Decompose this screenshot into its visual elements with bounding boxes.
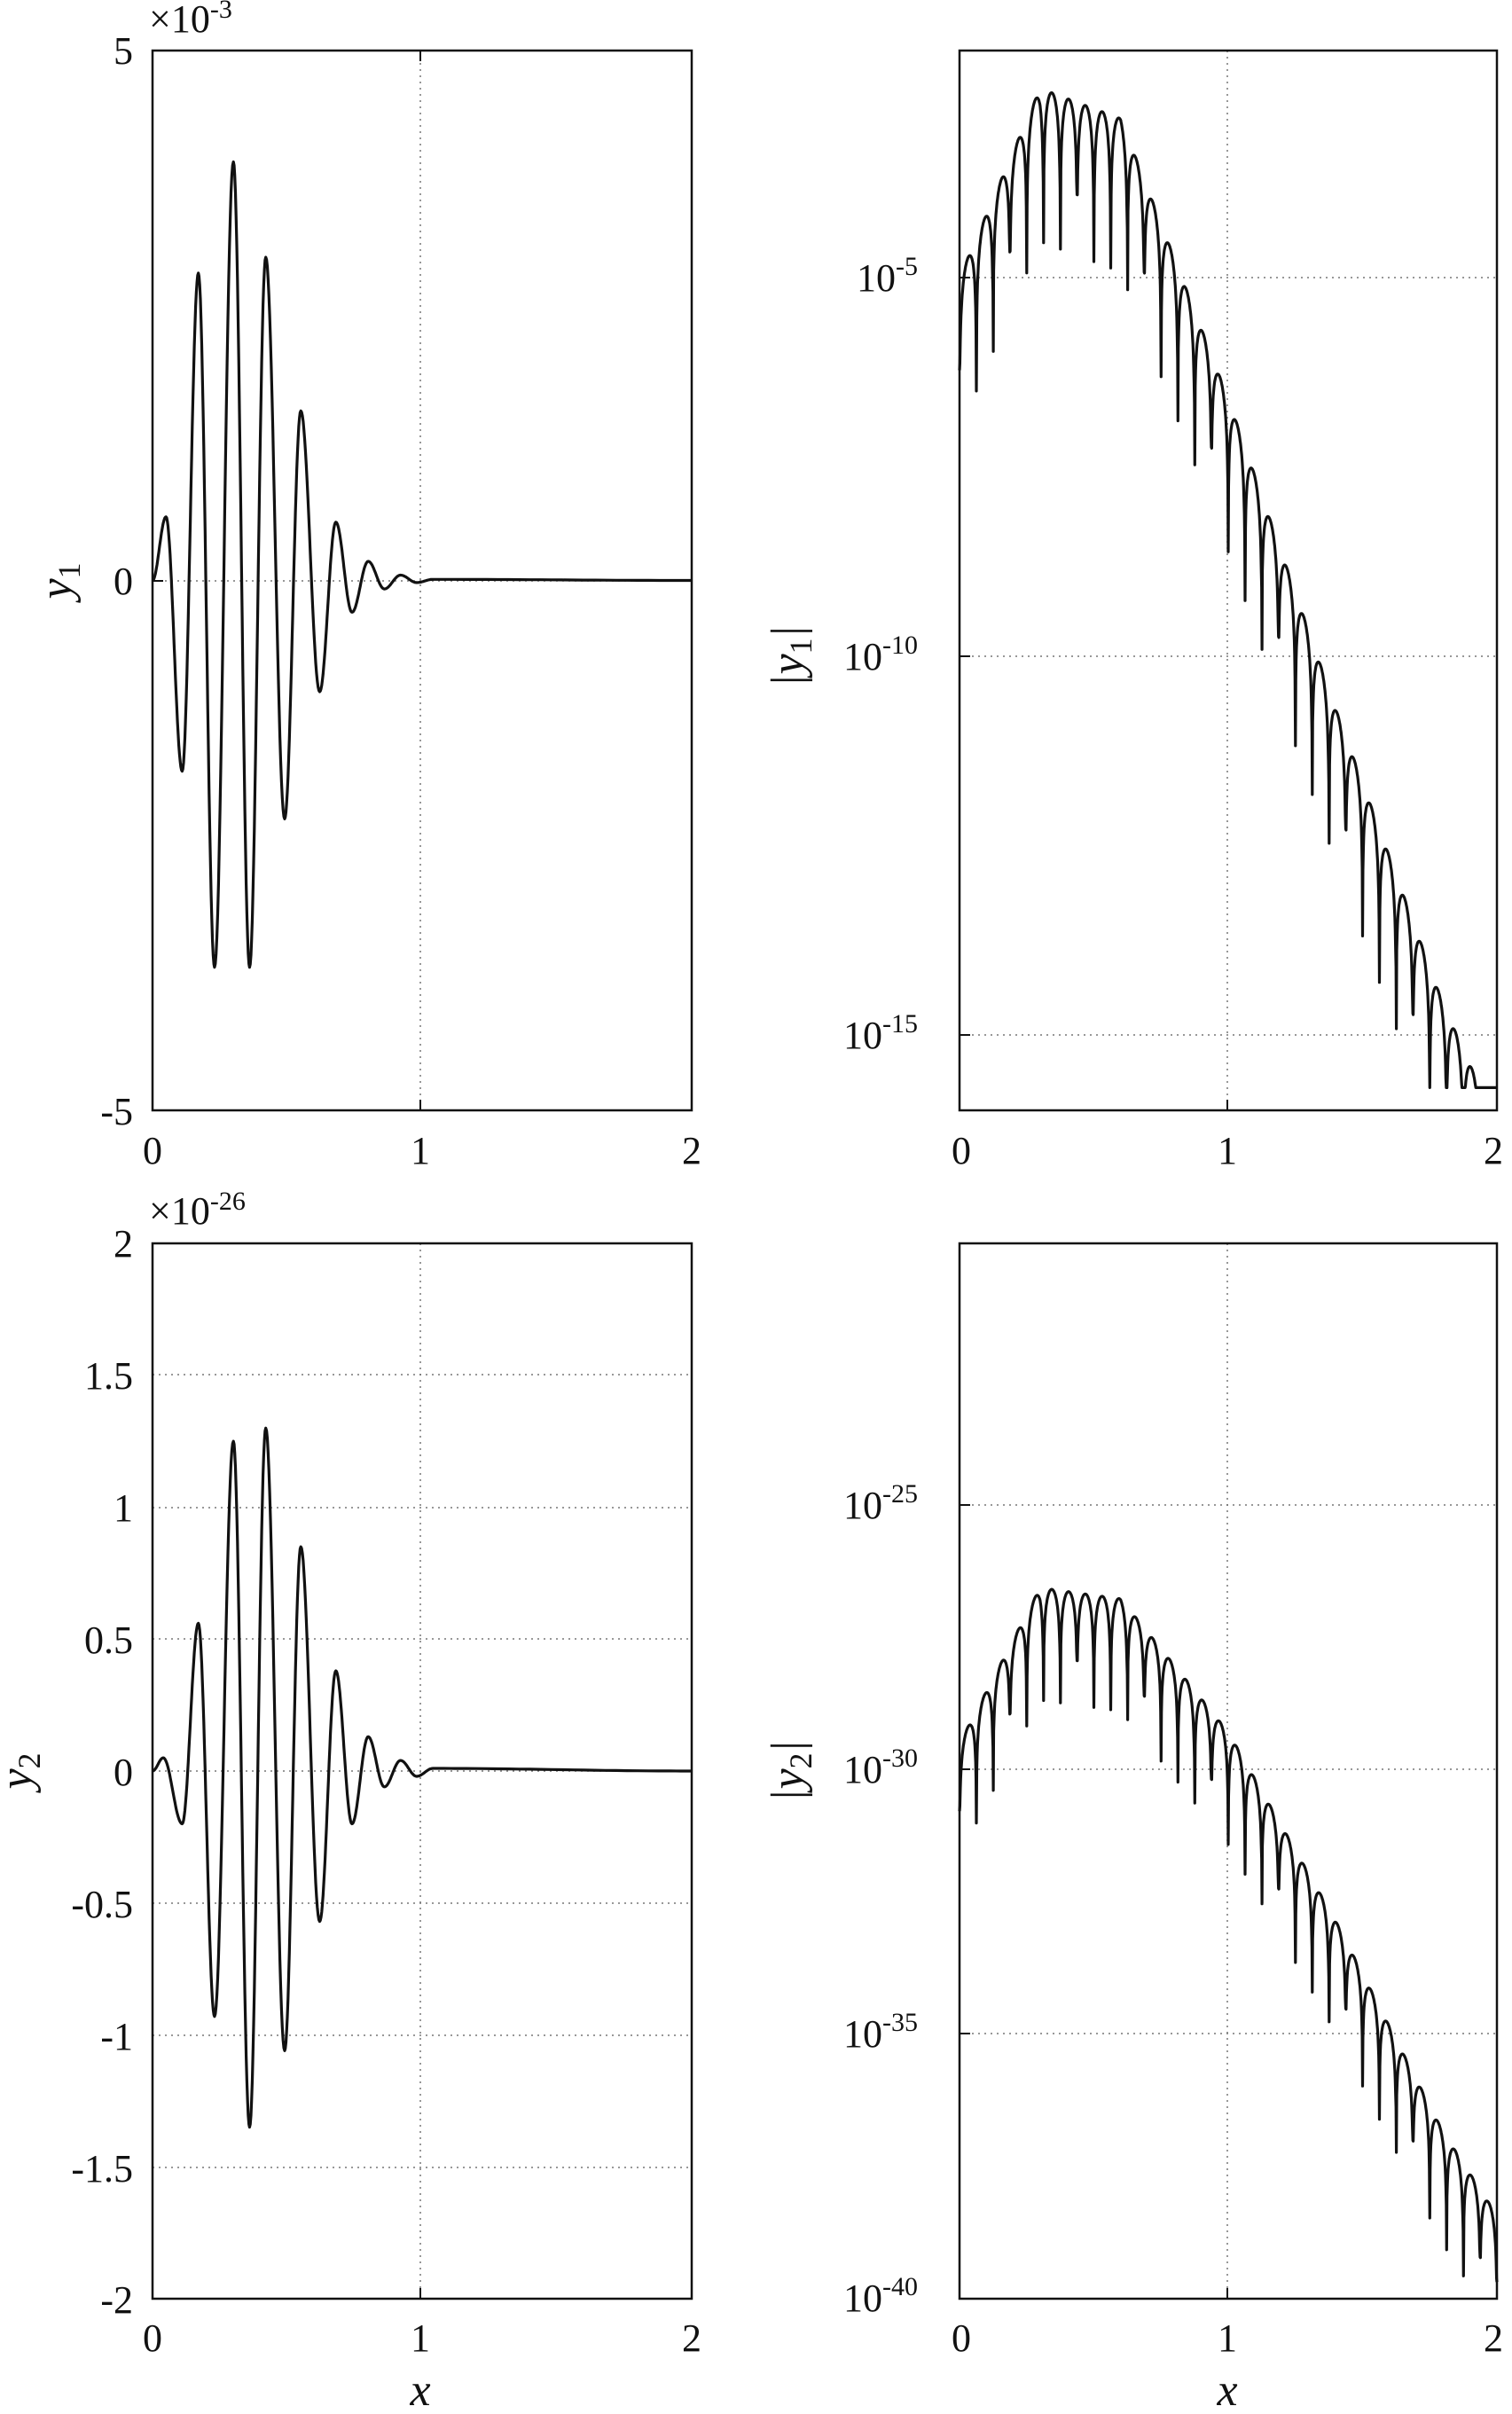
y-tick-label: 10-5	[857, 252, 918, 300]
x-tick-label: 2	[682, 1129, 701, 1172]
y-tick-label: 0.5	[84, 1618, 133, 1662]
y-tick-label: 0	[114, 1751, 133, 1794]
y-tick-label: -5	[100, 1090, 133, 1133]
x-tick-label: 0	[952, 1129, 971, 1172]
y-tick-label: 10-15	[843, 1009, 918, 1057]
x-tick-label: 1	[411, 2316, 430, 2360]
y-axis-label: y2	[0, 1752, 47, 1793]
abs-y2-series-line	[958, 1587, 1499, 2283]
y1-series-line	[152, 160, 692, 969]
y-axis-label: y1	[31, 562, 87, 603]
plot-frame	[151, 1242, 693, 2300]
panel-y2-log: 10-25 10-30 10-35 10-40 0 1 2 |y2| x	[763, 1242, 1503, 2414]
x-tick-label: 1	[411, 1129, 430, 1172]
x-tick-label: 2	[1484, 1129, 1503, 1172]
panel-y1-log: 10-5 10-10 10-15 0 1 2 |y1|	[763, 49, 1503, 1172]
y-axis-label: |y2|	[763, 1740, 819, 1802]
x-tick-label: 0	[143, 1129, 162, 1172]
y-tick-label: -0.5	[71, 1883, 133, 1926]
x-tick-label: 0	[952, 2316, 971, 2360]
y-tick-label: 10-35	[843, 2008, 918, 2056]
x-tick-label: 2	[1484, 2316, 1503, 2360]
y-tick-label: 0	[114, 560, 133, 603]
panel-y1-linear: 5 0 -5 0 1 2 ×10-3 y1	[31, 0, 701, 1172]
x-tick-label: 1	[1218, 2316, 1237, 2360]
y-tick-label: 10-30	[843, 1744, 918, 1791]
y-tick-label: -2	[100, 2278, 133, 2322]
x-axis-label: x	[1216, 2365, 1237, 2414]
y2-series-line	[151, 1426, 692, 2129]
x-tick-label: 0	[143, 2316, 162, 2360]
y-tick-label: -1.5	[71, 2147, 133, 2191]
y-tick-label: 1.5	[84, 1354, 133, 1398]
y-tick-label: 5	[114, 29, 133, 73]
y-tick-label: 10-10	[843, 631, 918, 678]
y-tick-label: 1	[114, 1486, 133, 1530]
y-tick-label: 10-25	[843, 1479, 918, 1527]
y-axis-label: |y1|	[763, 625, 819, 687]
abs-y1-series-line	[958, 91, 1499, 1089]
x-tick-label: 1	[1218, 1129, 1237, 1172]
y-tick-label: -1	[100, 2015, 133, 2058]
panel-y2-linear: 2 1.5 1 0.5 0 -0.5 -1 -1.5 -2 0 1 2 ×10-…	[0, 1187, 701, 2414]
y-tick-label: 10-40	[843, 2272, 918, 2320]
y-multiplier: ×10-26	[149, 1187, 246, 1233]
y-multiplier: ×10-3	[149, 0, 232, 41]
x-tick-label: 2	[682, 2316, 701, 2360]
x-axis-label: x	[409, 2365, 430, 2414]
y-tick-label: 2	[114, 1222, 133, 1266]
